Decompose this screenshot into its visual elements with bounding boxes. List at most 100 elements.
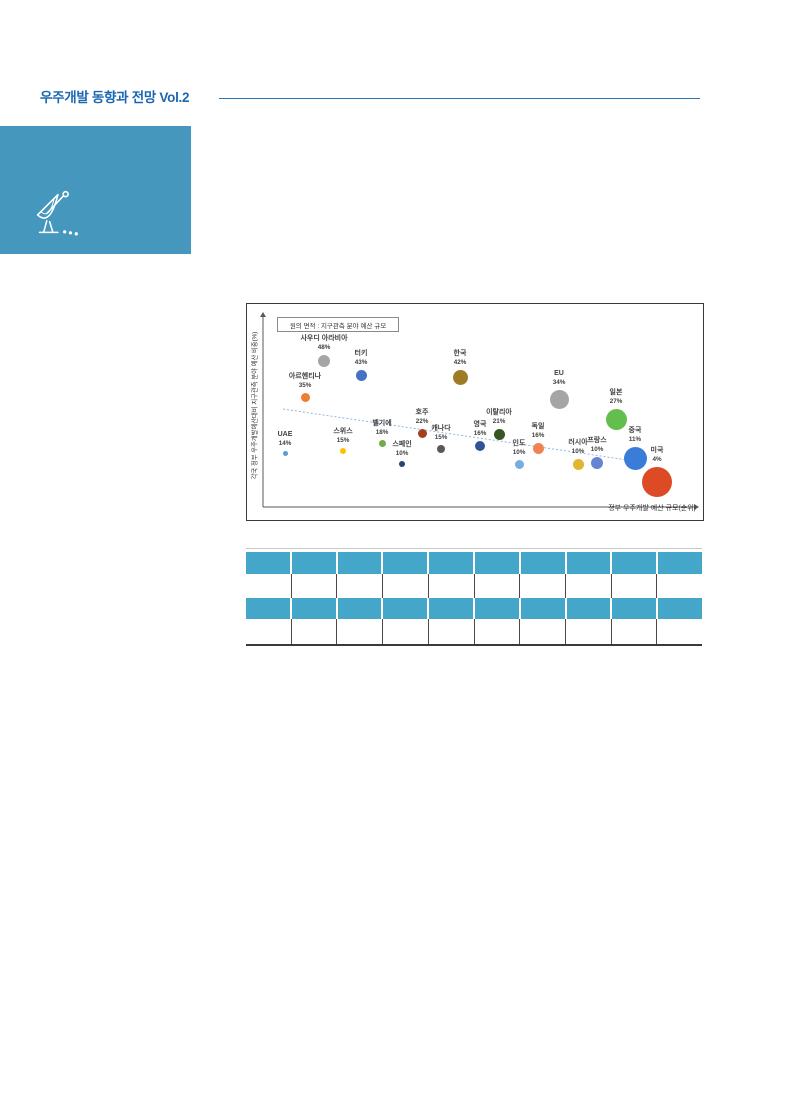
table-cell — [658, 598, 702, 619]
bubble-label-percent: 14% — [278, 439, 292, 447]
bubble-터키 — [355, 369, 367, 381]
bubble-label-name: 프랑스 — [587, 437, 607, 444]
bubble-label-name: 러시아 — [568, 438, 588, 446]
table-cell — [337, 598, 382, 619]
table-cell — [246, 574, 292, 598]
bubble-label-percent: 34% — [552, 378, 566, 386]
bubble-label-name: 호주 — [415, 408, 429, 416]
table-cell — [246, 552, 290, 574]
bubble-label-percent: 43% — [354, 358, 368, 366]
table-cell — [428, 619, 475, 644]
table-cell — [474, 619, 521, 644]
table-cell — [428, 574, 475, 598]
chart-legend: 원의 면적 : 지구관측 분야 예산 규모 — [277, 317, 399, 332]
table-cell — [611, 619, 658, 644]
bubble-스페인 — [399, 461, 405, 467]
bubble-chart: 원의 면적 : 지구관측 분야 예산 규모 정부 우주개발 예산 규모(순위) … — [246, 303, 704, 521]
table-cell — [474, 598, 519, 619]
bubble-러시아 — [572, 458, 584, 470]
table-cell — [291, 598, 336, 619]
bubble-label-percent: 10% — [395, 450, 409, 457]
table-cell — [520, 574, 566, 598]
bubble-아르헨티나 — [300, 392, 310, 402]
sidebar-section-box — [0, 126, 191, 254]
table-bottom-line — [246, 644, 702, 646]
bubble-label-name: 아르헨티나 — [288, 372, 322, 380]
table-row — [246, 598, 702, 619]
table-cell — [566, 598, 611, 619]
bubble-label-percent: 15% — [336, 437, 350, 444]
bubble-미국 — [642, 467, 672, 497]
bubble-영국 — [475, 441, 485, 451]
table-cell — [658, 552, 702, 574]
table-top-line — [246, 548, 702, 549]
bubble-호주 — [417, 428, 427, 438]
table-cell — [474, 552, 519, 574]
bubble-label-name: 사우디 아라비아 — [300, 335, 348, 342]
bubble-label-percent: 18% — [375, 428, 389, 436]
table-cell — [291, 574, 338, 598]
table-cell — [383, 619, 429, 644]
bubble-label-percent: 48% — [317, 344, 331, 351]
bubble-label-name: 한국 — [453, 349, 467, 357]
table-cell — [246, 598, 290, 619]
table-cell — [383, 552, 428, 574]
x-axis-label: 정부 우주개발 예산 규모(순위) — [608, 505, 696, 512]
satellite-dish-icon — [26, 188, 84, 245]
table-cell — [612, 598, 657, 619]
bubble-label-name: UAE — [277, 430, 293, 438]
table-cell — [520, 598, 565, 619]
table-cell — [566, 552, 611, 574]
bubble-label-percent: 16% — [531, 431, 545, 439]
bubble-label-name: 독일 — [531, 422, 545, 430]
table-cell — [565, 619, 612, 644]
table-cell — [611, 574, 658, 598]
table-cell — [657, 574, 703, 598]
bubble-label-name: 스페인 — [392, 441, 412, 448]
bubble-label-percent: 15% — [434, 434, 448, 441]
table-cell — [429, 598, 473, 619]
bubble-label-name: 영국 — [473, 421, 487, 428]
bubble-독일 — [532, 442, 544, 454]
table-cell — [474, 574, 521, 598]
bubble-인도 — [514, 459, 524, 469]
bubble-프랑스 — [591, 457, 603, 469]
table-cell — [291, 552, 336, 574]
table-cell — [520, 552, 565, 574]
bubble-이탈리아 — [493, 428, 505, 440]
bubble-label-percent: 42% — [453, 358, 467, 366]
trendline — [282, 408, 642, 463]
table-cell — [520, 619, 566, 644]
bubble-label-percent: 10% — [590, 446, 604, 453]
bubble-벨기에 — [378, 439, 386, 447]
bubble-label-percent: 27% — [609, 397, 623, 405]
bubble-label-percent: 4% — [652, 456, 662, 463]
bubble-label-percent: 21% — [492, 417, 506, 425]
page-title: 우주개발 동향과 전망 Vol.2 — [40, 90, 190, 105]
bubble-캐나다 — [437, 445, 445, 453]
bubble-label-name: EU — [554, 369, 564, 377]
y-axis-label: 각국 정부 우주개발예산대비 지구관측 분야 예산 비중(%) — [251, 331, 259, 480]
bubble-label-name: 인도 — [512, 439, 526, 447]
bubble-중국 — [623, 446, 647, 470]
table-row — [246, 574, 703, 598]
bubble-label-name: 캐나다 — [431, 425, 451, 432]
bubble-label-name: 벨기에 — [372, 419, 392, 427]
bubble-label-percent: 10% — [571, 447, 585, 455]
bubble-label-name: 스위스 — [333, 428, 353, 435]
bubble-label-name: 미국 — [650, 447, 664, 454]
table-cell — [337, 552, 382, 574]
bubble-한국 — [452, 369, 468, 385]
bubble-스위스 — [340, 448, 346, 454]
table-row — [246, 619, 703, 644]
data-table — [246, 548, 703, 646]
table-cell — [565, 574, 612, 598]
table-cell — [291, 619, 338, 644]
bubble-label-percent: 16% — [473, 430, 487, 437]
table-cell — [657, 619, 703, 644]
bubble-EU — [549, 389, 569, 409]
bubble-label-percent: 10% — [512, 448, 526, 456]
bubble-사우디 아라비아 — [318, 355, 330, 367]
header-rule — [219, 98, 700, 99]
